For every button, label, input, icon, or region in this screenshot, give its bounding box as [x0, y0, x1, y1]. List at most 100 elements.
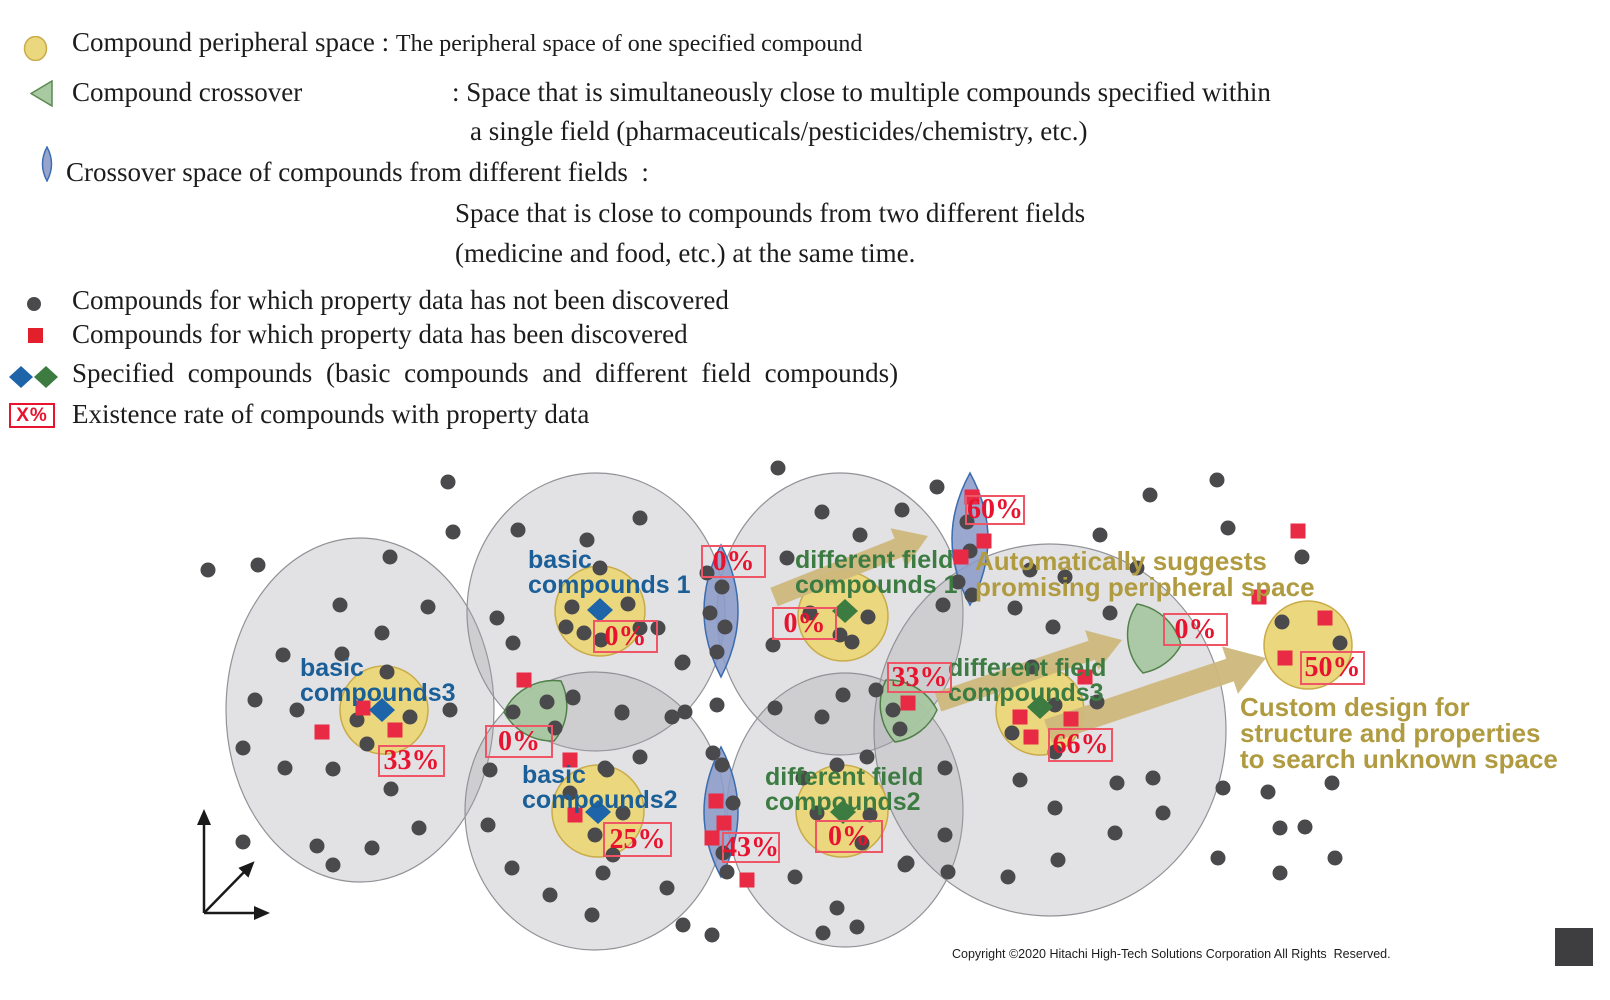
undiscovered-compound-dot [702, 605, 718, 621]
undiscovered-compound-dot [505, 704, 521, 720]
undiscovered-compound-dot [859, 749, 875, 765]
undiscovered-compound-dot [325, 857, 341, 873]
undiscovered-compound-dot [854, 835, 870, 851]
undiscovered-compound-dot [709, 697, 725, 713]
legend-peripheral-main: Compound peripheral space : [72, 27, 390, 57]
discovered-compound-square [1290, 523, 1306, 539]
undiscovered-compound-dot [892, 721, 908, 737]
undiscovered-compound-dot [835, 687, 851, 703]
undiscovered-compound-dot [402, 709, 418, 725]
undiscovered-compound-dot [379, 664, 395, 680]
undiscovered-compound-dot [705, 745, 721, 761]
undiscovered-compound-dot [505, 635, 521, 651]
discovered-compound-square [387, 722, 403, 738]
different-field-compound-diamond-icon [1027, 695, 1053, 719]
undiscovered-compound-dot [1057, 569, 1073, 585]
undiscovered-compound-dot [309, 838, 325, 854]
undiscovered-compound-dot [374, 625, 390, 641]
undiscovered-compound-dot [897, 857, 913, 873]
legend-different-fields-desc2: (medicine and food, etc.) at the same ti… [455, 238, 916, 268]
existence-rate-icon: X% [9, 403, 55, 428]
undiscovered-compound-dot [334, 646, 350, 662]
legend-row-specified: Specified compounds (basic compounds and… [72, 358, 899, 388]
undiscovered-compound-dot [675, 917, 691, 933]
undiscovered-compound-dot [564, 599, 580, 615]
discovered-compound-square [704, 830, 720, 846]
undiscovered-compound-dot [815, 925, 831, 941]
discovered-compound-square [1251, 589, 1267, 605]
undiscovered-compound-dot [714, 757, 730, 773]
undiscovered-compound-dot [1155, 805, 1171, 821]
undiscovered-compound-dot [719, 864, 735, 880]
undiscovered-compound-dot [959, 514, 975, 530]
basic-compound-diamond-icon [587, 598, 613, 622]
undiscovered-compound-dot [814, 709, 830, 725]
undiscovered-compound-dot [1007, 600, 1023, 616]
undiscovered-compound-dot [247, 692, 263, 708]
undiscovered-compound-dot [964, 587, 980, 603]
undiscovered-compound-dot [1024, 659, 1040, 675]
undiscovered-compound-dot [1220, 520, 1236, 536]
basic-compound-diamond-icon [369, 698, 395, 722]
undiscovered-compound-dot [1129, 560, 1145, 576]
undiscovered-compound-dot [1047, 800, 1063, 816]
undiscovered-compound-dot [504, 860, 520, 876]
legend-crossover-desc2: a single field (pharmaceuticals/pesticid… [470, 116, 1088, 146]
undiscovered-compound-dot [325, 761, 341, 777]
undiscovered-compound-dot [1047, 697, 1063, 713]
discovered-compound-icon [28, 328, 43, 343]
undiscovered-compound-dot [725, 795, 741, 811]
undiscovered-compound-dot [1012, 772, 1028, 788]
undiscovered-compound-dot [709, 644, 725, 660]
undiscovered-compound-dot [1209, 472, 1225, 488]
undiscovered-compound-dot [659, 880, 675, 896]
undiscovered-compound-dot [1332, 635, 1348, 651]
legend-row-not-discovered: Compounds for which property data has no… [72, 285, 729, 315]
undiscovered-compound-dot [275, 647, 291, 663]
undiscovered-compound-dot [1327, 850, 1343, 866]
undiscovered-compound-dot [1022, 562, 1038, 578]
discovered-compound-square [1063, 711, 1079, 727]
undiscovered-compound-dot [364, 840, 380, 856]
undiscovered-compound-dot [1089, 694, 1105, 710]
undiscovered-compound-dot [614, 704, 630, 720]
undiscovered-compound-dot [1142, 487, 1158, 503]
undiscovered-compound-dot [593, 632, 609, 648]
undiscovered-compound-dot [1000, 869, 1016, 885]
undiscovered-compound-dot [894, 502, 910, 518]
undiscovered-compound-dot [1145, 770, 1161, 786]
undiscovered-compound-dot [767, 700, 783, 716]
undiscovered-compound-dot [1004, 725, 1020, 741]
discovered-compound-square [355, 700, 371, 716]
undiscovered-compound-dot [715, 845, 731, 861]
corner-decoration-square [1555, 928, 1593, 966]
undiscovered-compound-dot [1297, 819, 1313, 835]
undiscovered-compound-dot [849, 919, 865, 935]
undiscovered-compound-dot [482, 762, 498, 778]
undiscovered-compound-dot [1260, 784, 1276, 800]
undiscovered-compound-dot [885, 702, 901, 718]
undiscovered-compound-dot [650, 620, 666, 636]
undiscovered-compound-dot [440, 474, 456, 490]
undiscovered-compound-dot [852, 527, 868, 543]
undiscovered-compound-dot [542, 887, 558, 903]
suggestion-arrow [770, 528, 928, 607]
undiscovered-compound-dot [1210, 850, 1226, 866]
undiscovered-compound-dot [862, 807, 878, 823]
suggestion-arrow [1044, 646, 1266, 743]
undiscovered-compound-dot [632, 510, 648, 526]
specified-compounds-icon [9, 366, 58, 388]
discovered-compound-square [1317, 610, 1333, 626]
undiscovered-compound-dot [277, 760, 293, 776]
undiscovered-compound-dot [1109, 775, 1125, 791]
undiscovered-compound-dot [937, 760, 953, 776]
undiscovered-compound-dot [332, 597, 348, 613]
undiscovered-compound-dot [770, 460, 786, 476]
undiscovered-compound-dot [814, 504, 830, 520]
undiscovered-compound-dot [411, 820, 427, 836]
different-field-compound-diamond-icon [832, 599, 858, 623]
legend-row-peripheral-space: Compound peripheral space : The peripher… [72, 26, 862, 60]
discovered-compound-square [1277, 650, 1293, 666]
undiscovered-compound-dot [779, 550, 795, 566]
undiscovered-compound-dot [592, 560, 608, 576]
